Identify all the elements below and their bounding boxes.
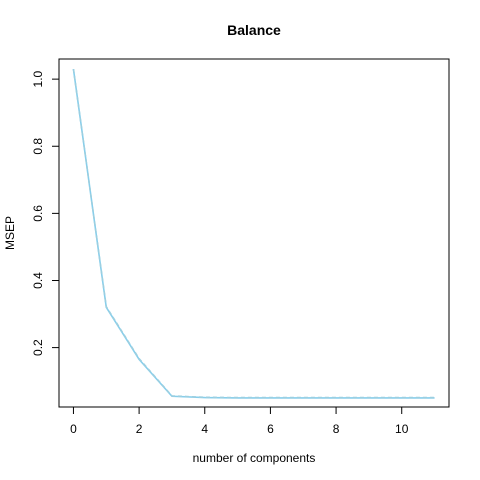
y-tick-label: 0.6 <box>31 205 45 222</box>
y-axis-label: MSEP <box>3 216 17 250</box>
plot-frame <box>58 58 450 408</box>
x-tick-label: 8 <box>333 422 340 436</box>
y-tick-label: 0.8 <box>31 138 45 155</box>
y-tick-label: 1.0 <box>31 70 45 87</box>
x-tick-label: 10 <box>395 422 409 436</box>
x-tick-label: 2 <box>136 422 143 436</box>
x-tick-label: 6 <box>267 422 274 436</box>
chart-title: Balance <box>227 22 281 38</box>
series-line-1 <box>72 68 435 399</box>
series-group <box>72 68 435 399</box>
y-axis: 0.2 0.4 0.6 0.8 1.0 <box>31 70 60 356</box>
series-line-2 <box>72 68 435 399</box>
x-axis-label: number of components <box>193 451 316 465</box>
x-tick-label: 4 <box>201 422 208 436</box>
y-tick-label: 0.4 <box>31 272 45 289</box>
x-tick-label: 0 <box>70 422 77 436</box>
y-tick-label: 0.2 <box>31 339 45 356</box>
x-axis: 0 2 4 6 8 10 <box>70 406 409 436</box>
